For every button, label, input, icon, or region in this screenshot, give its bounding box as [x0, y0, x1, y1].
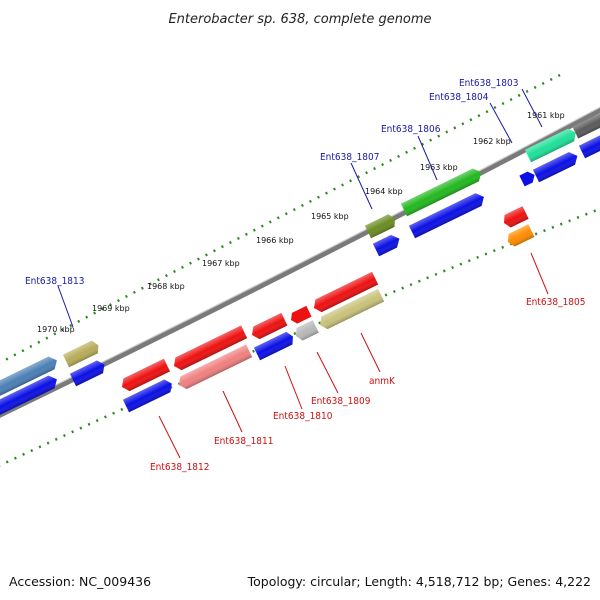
gene-block[interactable]	[364, 213, 398, 239]
gene-block[interactable]	[505, 224, 535, 248]
gene-label[interactable]: Ent638_1806	[381, 124, 441, 135]
gene-label[interactable]: Ent638_1805	[526, 297, 585, 308]
gene-block[interactable]	[119, 358, 171, 394]
gene-block[interactable]	[0, 354, 60, 398]
tick-label: 1964 kbp	[365, 187, 403, 196]
accession-text: Accession: NC_009436	[9, 574, 151, 589]
gene-block[interactable]	[317, 288, 385, 331]
gene-label[interactable]: Ent638_1810	[273, 411, 333, 422]
gene-label[interactable]: Ent638_1809	[311, 396, 371, 407]
gene-label[interactable]: Ent638_1804	[429, 92, 489, 103]
tick-label: 1969 kbp	[92, 304, 130, 313]
gene-label[interactable]: Ent638_1807	[320, 152, 379, 163]
tick-label: 1962 kbp	[473, 137, 511, 146]
gene-block[interactable]	[69, 358, 108, 387]
gene-label[interactable]: Ent638_1812	[150, 462, 209, 473]
gene-block[interactable]	[372, 232, 403, 257]
gene-label[interactable]: Ent638_1811	[214, 436, 273, 447]
leader-lines	[57, 88, 549, 459]
gene-block[interactable]	[253, 330, 296, 361]
gene-block[interactable]	[400, 166, 484, 217]
feature-blocks	[0, 111, 600, 417]
gene-block[interactable]	[62, 339, 101, 368]
tick-label: 1968 kbp	[147, 282, 185, 291]
gene-block[interactable]	[532, 150, 580, 183]
gene-block[interactable]	[524, 126, 579, 163]
gene-block[interactable]	[408, 191, 487, 239]
genome-summary: Topology: circular; Length: 4,518,712 bp…	[247, 574, 591, 589]
tick-label: 1967 kbp	[202, 259, 240, 268]
gene-block[interactable]	[311, 271, 379, 314]
tick-labels: 1961 kbp 1962 kbp 1963 kbp 1964 kbp 1965…	[37, 111, 565, 334]
tick-label: 1961 kbp	[527, 111, 565, 120]
tick-ring-outer	[0, 73, 561, 365]
gene-block[interactable]	[122, 377, 175, 413]
gene-block[interactable]	[519, 169, 537, 187]
map-title: Enterobacter sp. 638, complete genome	[168, 12, 431, 27]
gene-labels: Ent638_1803 Ent638_1804 Ent638_1806 Ent6…	[25, 78, 585, 473]
gene-label[interactable]: anmK	[369, 376, 396, 387]
gene-block[interactable]	[501, 206, 529, 229]
gene-block[interactable]	[293, 320, 319, 342]
gene-label[interactable]: Ent638_1803	[459, 78, 518, 89]
tick-label: 1970 kbp	[37, 325, 75, 334]
tick-label: 1966 kbp	[256, 236, 294, 245]
gene-block[interactable]	[0, 373, 60, 417]
tick-label: 1965 kbp	[311, 212, 349, 221]
gene-label[interactable]: Ent638_1813	[25, 276, 84, 287]
gene-block[interactable]	[249, 312, 288, 341]
tick-label: 1963 kbp	[420, 163, 458, 172]
gene-block[interactable]	[578, 132, 600, 159]
gene-block[interactable]	[288, 305, 312, 326]
gene-block[interactable]	[171, 325, 248, 373]
gene-block[interactable]	[176, 344, 253, 392]
